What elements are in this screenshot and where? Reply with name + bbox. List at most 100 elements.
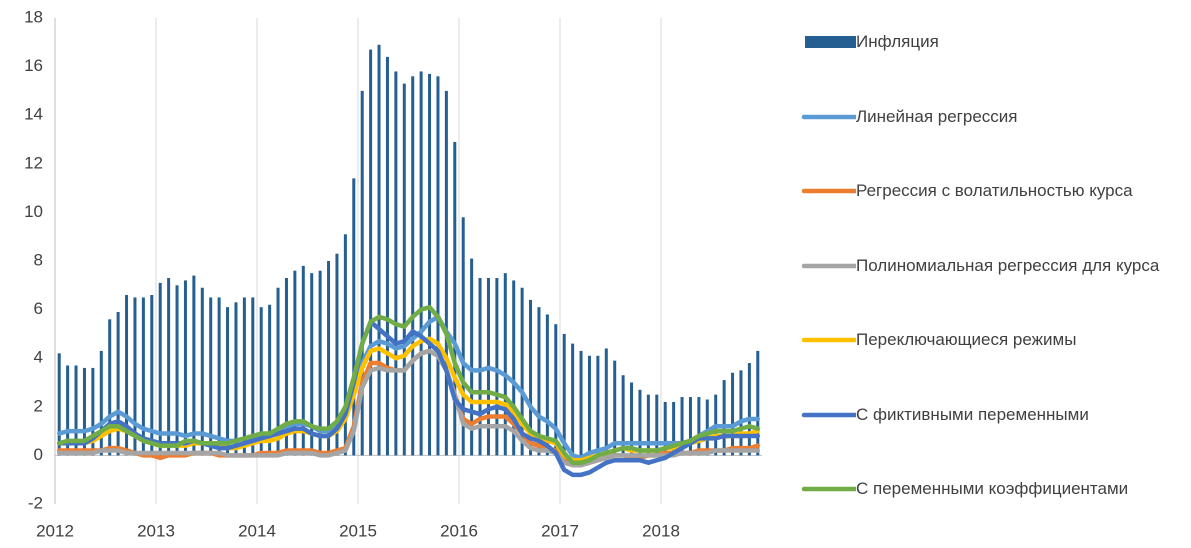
bar	[604, 348, 608, 456]
bar	[343, 234, 347, 456]
x-tick-label: 2015	[339, 521, 377, 540]
bar	[672, 401, 676, 456]
legend-label: Инфляция	[856, 32, 939, 51]
legend-item: Линейная регрессия	[800, 101, 1190, 176]
bar	[310, 273, 314, 456]
bar	[276, 287, 280, 456]
bar	[242, 297, 246, 456]
bar	[470, 258, 474, 456]
legend-item: Инфляция	[800, 26, 1190, 101]
bar	[200, 287, 204, 456]
bar	[529, 299, 533, 456]
bar	[680, 397, 684, 456]
bar	[722, 380, 726, 456]
legend-item: Регрессия с волатильностью курса	[800, 175, 1190, 250]
bar	[571, 343, 575, 456]
legend: Инфляция Линейная регрессия Регрессия с во…	[800, 26, 1190, 548]
bar	[739, 370, 743, 456]
bar	[57, 353, 61, 456]
bar	[428, 73, 432, 456]
legend-label: Линейная регрессия	[856, 106, 1018, 126]
bar	[133, 297, 137, 456]
bar	[545, 314, 549, 456]
legend-swatch	[801, 114, 856, 119]
bar	[293, 270, 297, 456]
bar	[402, 83, 406, 456]
bar	[697, 397, 701, 456]
bar	[175, 285, 179, 456]
legend-swatch	[805, 36, 856, 48]
bar	[537, 307, 541, 456]
bar	[377, 44, 381, 456]
bar	[663, 401, 667, 456]
bar	[495, 278, 499, 456]
bar	[66, 365, 70, 456]
bar	[520, 287, 524, 456]
y-tick-label: -2	[28, 493, 43, 512]
x-tick-label: 2014	[238, 521, 276, 540]
x-tick-label: 2013	[137, 521, 175, 540]
bar	[688, 397, 692, 456]
bar	[158, 282, 162, 456]
line	[56, 304, 761, 465]
bar	[579, 350, 583, 456]
bar	[360, 90, 364, 456]
bar	[461, 217, 465, 456]
bar	[436, 76, 440, 456]
bar	[512, 280, 516, 456]
y-tick-label: 0	[34, 445, 43, 464]
bar	[99, 350, 103, 456]
bar	[747, 363, 751, 456]
x-tick-label: 2012	[36, 521, 74, 540]
bar	[638, 389, 642, 456]
bar	[183, 280, 187, 456]
bar	[655, 394, 659, 456]
y-tick-label: 10	[24, 202, 43, 221]
bar	[613, 360, 617, 456]
bar	[394, 71, 398, 456]
bar	[82, 367, 86, 456]
bar	[411, 76, 415, 456]
bar	[705, 399, 709, 456]
bar	[141, 297, 145, 456]
bar	[226, 307, 230, 456]
bar	[167, 278, 171, 456]
bar	[335, 253, 339, 456]
y-tick-label: 14	[24, 105, 43, 124]
bar	[125, 295, 129, 456]
bar	[116, 312, 120, 456]
x-tick-label: 2018	[642, 521, 680, 540]
y-tick-label: 4	[34, 348, 43, 367]
y-tick-label: 6	[34, 299, 43, 318]
legend-item: С фиктивными переменными	[800, 399, 1190, 474]
bar	[453, 141, 457, 456]
bar	[259, 307, 263, 456]
legend-bar	[805, 36, 856, 48]
bar	[318, 270, 322, 456]
legend-label: Полиномиальная регрессия для курса	[856, 255, 1160, 275]
bar	[562, 333, 566, 456]
bar	[217, 297, 221, 456]
legend-swatch	[801, 337, 856, 343]
bar	[284, 278, 288, 456]
legend-label: Регрессия с волатильностью курса	[856, 181, 1133, 200]
bar	[646, 394, 650, 456]
bar	[251, 297, 255, 456]
legend-swatch	[801, 486, 856, 492]
bar	[74, 365, 78, 456]
bar	[587, 355, 591, 456]
y-tick-label: 2	[34, 396, 43, 415]
bar	[756, 350, 760, 456]
line	[56, 314, 761, 461]
bar	[91, 367, 95, 456]
legend-swatch	[801, 412, 856, 417]
bar	[630, 382, 634, 456]
bar	[352, 178, 356, 456]
legend-label: С фиктивными переменными	[856, 404, 1089, 424]
bar	[150, 295, 154, 456]
legend-label: С переменными коэффициентами	[856, 479, 1129, 498]
line	[56, 319, 761, 478]
y-tick-label: 12	[24, 153, 43, 172]
legend-item: Переключающиеся режимы	[800, 324, 1190, 399]
chart: -2 0 2 4 6 8 10 12 14 16 18 2012 2013 2014 2015 2016 201…	[24, 7, 762, 540]
